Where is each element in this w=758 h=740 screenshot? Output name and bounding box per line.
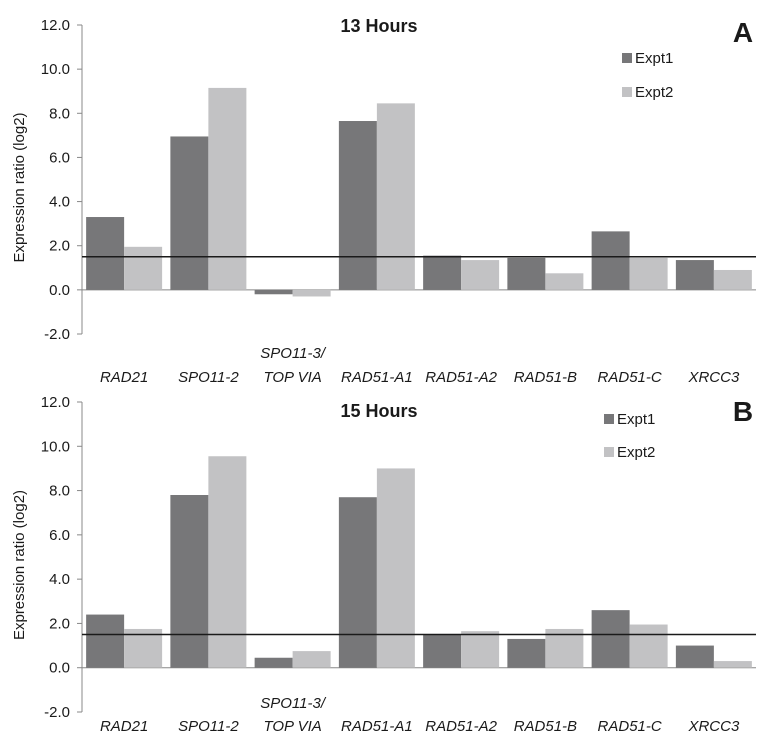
x-tick-label: TOP VIA bbox=[263, 718, 321, 735]
y-tick-label: 6.0 bbox=[49, 149, 70, 166]
bar-expt1-0 bbox=[86, 614, 125, 668]
y-tick-label: -2.0 bbox=[44, 704, 70, 721]
x-tick-label: RAD51-A2 bbox=[425, 369, 497, 386]
bar-expt2-4 bbox=[461, 260, 500, 290]
legend-swatch-expt1 bbox=[604, 414, 614, 424]
y-tick-label: 12.0 bbox=[41, 394, 70, 411]
x-tick-label: RAD51-A1 bbox=[341, 718, 413, 735]
y-tick-label: 8.0 bbox=[49, 105, 70, 122]
legend-label-expt2: Expt2 bbox=[635, 84, 673, 101]
x-tick-label: RAD51-A1 bbox=[341, 369, 413, 386]
bar-expt2-1 bbox=[208, 87, 247, 290]
x-tick-label: RAD51-B bbox=[514, 369, 577, 386]
y-axis-label: Expression ratio (log2) bbox=[11, 490, 28, 640]
legend-swatch-expt1 bbox=[622, 53, 632, 63]
x-tick-label: RAD21 bbox=[100, 369, 148, 386]
bar-expt2-7 bbox=[713, 269, 752, 290]
y-tick-label: 12.0 bbox=[41, 17, 70, 34]
bar-expt2-7 bbox=[713, 661, 752, 668]
x-tick-label: RAD51-C bbox=[598, 718, 662, 735]
bar-expt1-2 bbox=[254, 289, 293, 295]
chart-panel-A: -2.0 0.0 2.0 4.0 6.0 8.0 10.0 12.0 RAD21 SPO11-2 S… bbox=[11, 16, 756, 386]
bar-expt1-7 bbox=[675, 260, 714, 290]
bar-expt1-5 bbox=[507, 257, 546, 290]
bar-expt1-0 bbox=[86, 217, 125, 290]
x-tick-label: XRCC3 bbox=[687, 718, 740, 735]
chart-panel-B: -2.0 0.0 2.0 4.0 6.0 8.0 10.0 12.0 RAD21 SPO11-2 S… bbox=[11, 394, 756, 735]
bar-expt2-3 bbox=[376, 468, 415, 668]
legend-swatch-expt2 bbox=[604, 447, 614, 457]
y-tick-label: -2.0 bbox=[44, 326, 70, 343]
bar-expt2-5 bbox=[545, 628, 584, 668]
bar-expt1-6 bbox=[591, 610, 630, 668]
bar-expt1-2 bbox=[254, 657, 293, 668]
x-tick-label: TOP VIA bbox=[263, 369, 321, 386]
chart-title: 13 Hours bbox=[340, 16, 417, 36]
bar-expt1-1 bbox=[170, 136, 209, 290]
y-tick-label: 4.0 bbox=[49, 194, 70, 211]
x-tick-label: SPO11-2 bbox=[178, 369, 239, 386]
panel-letter: A bbox=[733, 17, 753, 48]
x-tick-label: SPO11-2 bbox=[178, 718, 239, 735]
legend-label-expt1: Expt1 bbox=[617, 411, 655, 428]
y-axis-label: Expression ratio (log2) bbox=[11, 112, 28, 262]
y-tick-label: 4.0 bbox=[49, 571, 70, 588]
y-tick-label: 10.0 bbox=[41, 438, 70, 455]
y-tick-label: 10.0 bbox=[41, 61, 70, 78]
y-tick-label: 0.0 bbox=[49, 660, 70, 677]
x-tick-label: SPO11-3/ bbox=[260, 345, 327, 362]
x-tick-label: RAD51-B bbox=[514, 718, 577, 735]
bar-expt2-3 bbox=[376, 103, 415, 290]
panel-letter: B bbox=[733, 396, 753, 427]
bar-expt2-6 bbox=[629, 257, 668, 290]
bar-expt1-7 bbox=[675, 645, 714, 668]
legend-swatch-expt2 bbox=[622, 87, 632, 97]
y-tick-label: 0.0 bbox=[49, 282, 70, 299]
legend-label-expt2: Expt2 bbox=[617, 444, 655, 461]
bar-expt2-0 bbox=[124, 628, 163, 668]
y-tick-label: 2.0 bbox=[49, 615, 70, 632]
legend-label-expt1: Expt1 bbox=[635, 50, 673, 67]
chart-title: 15 Hours bbox=[340, 401, 417, 421]
x-tick-label: SPO11-3/ bbox=[260, 695, 327, 712]
bar-expt2-5 bbox=[545, 273, 584, 290]
x-tick-label: RAD21 bbox=[100, 718, 148, 735]
y-tick-label: 2.0 bbox=[49, 238, 70, 255]
bar-expt1-3 bbox=[338, 497, 377, 668]
y-tick-label: 6.0 bbox=[49, 527, 70, 544]
bar-expt2-4 bbox=[461, 631, 500, 668]
bar-expt1-1 bbox=[170, 495, 209, 668]
bar-expt1-6 bbox=[591, 231, 630, 290]
bar-expt2-6 bbox=[629, 624, 668, 668]
bar-expt1-4 bbox=[423, 255, 462, 290]
x-tick-label: RAD51-C bbox=[598, 369, 662, 386]
x-tick-label: RAD51-A2 bbox=[425, 718, 497, 735]
bar-expt1-5 bbox=[507, 638, 546, 668]
bar-expt2-0 bbox=[124, 246, 163, 290]
y-tick-label: 8.0 bbox=[49, 483, 70, 500]
bar-expt2-1 bbox=[208, 456, 247, 668]
x-tick-label: XRCC3 bbox=[687, 369, 740, 386]
bar-expt1-4 bbox=[423, 634, 462, 668]
bar-expt2-2 bbox=[292, 651, 331, 668]
bar-expt2-2 bbox=[292, 289, 331, 297]
bar-expt1-3 bbox=[338, 121, 377, 290]
